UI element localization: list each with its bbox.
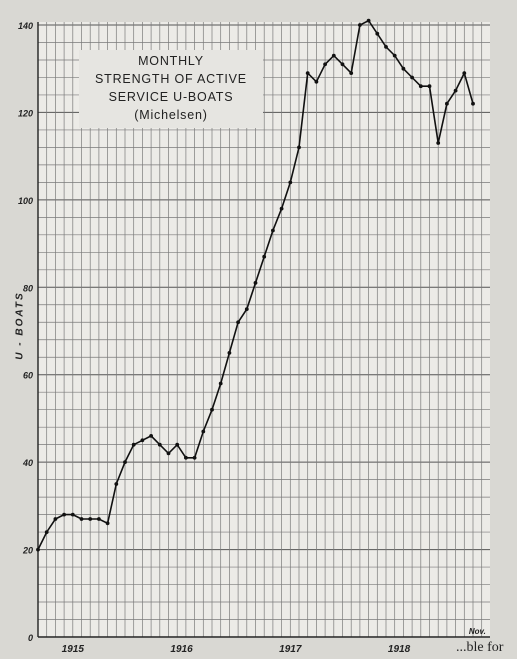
page-text-fragment: ...ble for [456,640,504,655]
y-tick-label: 140 [18,21,33,31]
data-point [331,53,336,58]
data-point [314,79,319,84]
data-point [288,180,293,185]
chart-title-line-3: SERVICE U-BOATS [108,90,234,104]
data-point [123,460,127,464]
data-point [305,71,310,75]
data-point [462,71,467,75]
data-point [218,381,223,386]
data-point [366,18,371,23]
y-tick-label: 120 [18,108,33,118]
y-tick-label: 60 [23,371,33,381]
data-point [453,88,458,93]
data-point [131,442,136,447]
data-point [192,455,197,460]
data-point [184,455,188,460]
data-point [166,451,171,456]
data-point [392,53,397,58]
data-point [53,517,58,521]
x-tick-label: 1916 [170,644,193,655]
data-point [471,101,475,106]
x-tick-label: 1917 [279,644,302,655]
data-point [114,482,119,486]
data-point [236,320,241,325]
data-points [36,18,475,552]
data-point [297,145,301,150]
y-tick-label: 100 [18,196,33,206]
chart-title-line-1: MONTHLY [138,54,204,68]
chart-title-box: MONTHLY STRENGTH OF ACTIVE SERVICE U-BOA… [79,50,263,128]
x-tick-label: 1915 [62,644,85,655]
x-tick-label: 1918 [388,644,411,655]
data-point [44,530,49,534]
data-point [79,517,84,521]
y-tick-label: 40 [22,458,33,468]
data-point [262,254,267,259]
data-point [244,307,249,311]
chart-title-line-4: (Michelsen) [134,108,208,122]
data-point [210,407,214,412]
data-point [62,512,66,517]
data-point [384,45,388,49]
data-point [97,517,101,521]
y-tick-label: 20 [22,546,33,556]
axes [37,22,490,638]
data-point [271,228,275,233]
data-point [410,75,414,80]
data-point [36,547,40,552]
y-tick-label: 0 [28,633,33,643]
data-point [436,141,441,145]
data-point [358,23,362,27]
chart-title-line-2: STRENGTH OF ACTIVE [95,72,247,86]
data-point [401,66,406,71]
data-point [427,84,432,89]
data-point [88,517,93,521]
data-point [149,434,154,438]
data-point [227,351,232,355]
data-point [340,62,345,67]
data-point [70,512,75,517]
data-point [445,101,449,106]
data-point [279,206,284,211]
y-tick-label: 80 [23,283,33,293]
tick-labels: 0 20 40 60 80 100 120 140 1915 1916 1917 1918 Nov. [18,21,486,655]
data-point [253,281,258,285]
x-tick-label: Nov. [469,627,486,636]
data-point [375,31,380,36]
y-axis-label: U - BOATS [14,291,26,360]
data-point [349,71,354,75]
data-point [140,438,145,443]
data-point [157,442,162,447]
data-point [105,521,110,526]
data-point [201,429,206,434]
data-point [323,62,327,67]
data-point [175,442,180,447]
data-point [418,84,423,89]
